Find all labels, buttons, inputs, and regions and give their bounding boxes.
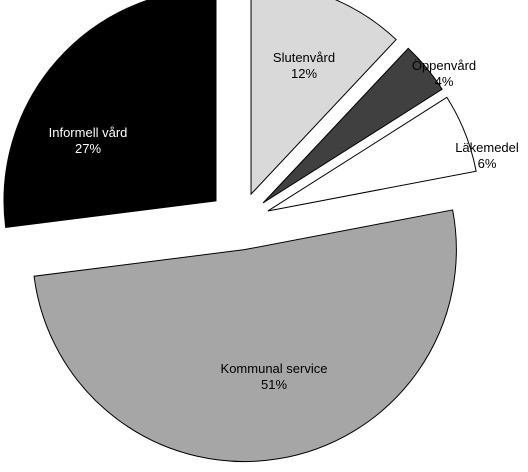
pie-slice-kommunal-service — [33, 209, 457, 463]
slice-label-oppenvard: Öppenvård — [412, 58, 476, 73]
slice-value-oppenvard: 4% — [435, 74, 454, 89]
pie-slices — [3, 0, 477, 463]
pie-slice-oppenvard — [262, 47, 443, 204]
slice-label-slutenvard: Slutenvård — [273, 50, 335, 65]
slice-label-lakemedel: Läkemedel — [455, 140, 519, 155]
pie-slice-informell-vard — [3, 0, 217, 228]
slice-value-informell-vard: 27% — [75, 141, 101, 156]
slice-value-slutenvard: 12% — [291, 66, 317, 81]
slice-value-kommunal-service: 51% — [261, 377, 287, 392]
pie-slice-lakemedel — [267, 96, 477, 212]
pie-slice-slutenvard — [250, 0, 397, 196]
slice-value-lakemedel: 6% — [478, 156, 497, 171]
slice-label-kommunal-service: Kommunal service — [221, 361, 328, 376]
slice-label-informell-vard: Informell vård — [49, 125, 128, 140]
